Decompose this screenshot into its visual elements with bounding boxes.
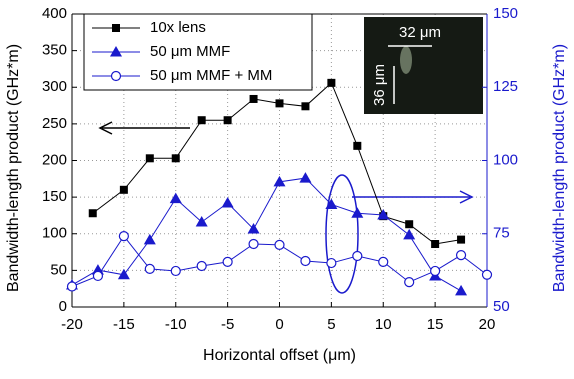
marker — [249, 94, 258, 103]
x-tick-label: 5 — [327, 316, 335, 333]
y2-tick-label: 100 — [493, 151, 518, 168]
annotation: 36 μm — [371, 64, 388, 106]
marker — [88, 209, 97, 218]
marker — [248, 238, 259, 250]
x-tick-label: 10 — [375, 316, 392, 333]
marker — [247, 223, 260, 234]
y-tick-label: 200 — [42, 151, 67, 168]
marker — [377, 208, 390, 220]
marker — [171, 154, 180, 163]
x-tick-label: 15 — [427, 316, 444, 333]
marker — [66, 281, 78, 292]
legend-marker — [110, 70, 122, 82]
marker — [457, 235, 466, 244]
marker — [145, 154, 154, 163]
marker — [430, 265, 441, 277]
legend-label: 50 μm MMF + MM — [150, 67, 272, 84]
marker — [404, 276, 415, 288]
legend-marker — [112, 24, 120, 32]
marker — [352, 250, 363, 262]
marker — [275, 99, 284, 108]
marker — [169, 192, 182, 204]
inset-spot — [400, 46, 412, 74]
marker — [301, 102, 310, 111]
marker — [92, 270, 104, 282]
y-tick-label: 300 — [42, 78, 67, 95]
marker — [223, 116, 232, 125]
marker — [403, 228, 416, 240]
y2-tick-label: 125 — [493, 78, 518, 95]
annotation: 32 μm — [399, 24, 441, 41]
marker — [117, 268, 130, 280]
legend-label: 50 μm MMF — [150, 43, 230, 60]
marker — [299, 172, 312, 183]
y-tick-label: 150 — [42, 188, 67, 205]
marker — [170, 265, 181, 277]
marker — [481, 269, 493, 280]
y-tick-label: 50 — [50, 261, 67, 278]
marker — [195, 216, 208, 227]
marker — [118, 230, 129, 242]
y-tick-label: 100 — [42, 225, 67, 242]
x-tick-label: 0 — [275, 316, 283, 333]
y2-tick-label: 150 — [493, 5, 518, 22]
marker — [455, 250, 467, 261]
marker — [326, 257, 337, 269]
y-tick-label: 400 — [42, 5, 67, 22]
marker — [325, 198, 338, 209]
x-axis-label: Horizontal offset (μm) — [203, 347, 356, 364]
marker — [144, 263, 155, 275]
x-tick-label: -20 — [61, 316, 83, 333]
marker — [351, 207, 364, 218]
x-tick-label: 20 — [479, 316, 496, 333]
marker — [222, 256, 233, 267]
marker — [431, 240, 440, 249]
marker — [119, 185, 128, 194]
marker — [378, 256, 389, 267]
x-tick-label: -10 — [165, 316, 187, 333]
y2-axis-label: Bandwidth-length product (GHz*m) — [551, 44, 568, 292]
y-tick-label: 0 — [59, 298, 67, 315]
y-tick-label: 350 — [42, 42, 67, 59]
marker — [143, 233, 156, 245]
inset-image — [364, 17, 483, 114]
marker — [274, 239, 285, 250]
y-axis-label: Bandwidth-length product (GHz*m) — [5, 44, 22, 292]
y2-tick-label: 50 — [493, 298, 510, 315]
marker — [196, 260, 207, 272]
legend-label: 10x lens — [150, 19, 206, 36]
axis-arrow-head — [98, 121, 113, 135]
marker — [273, 175, 286, 187]
series-line — [71, 177, 462, 292]
x-tick-label: -15 — [113, 316, 135, 333]
highlight-ellipse — [325, 174, 359, 294]
marker — [455, 284, 468, 296]
marker — [327, 78, 336, 87]
y2-tick-label: 75 — [493, 225, 510, 242]
marker — [197, 116, 206, 125]
marker — [221, 196, 234, 208]
axis-arrow-head — [459, 190, 474, 204]
marker — [353, 141, 362, 150]
marker — [405, 220, 414, 229]
legend-marker — [110, 46, 122, 57]
y-tick-label: 250 — [42, 115, 67, 132]
x-tick-label: -5 — [221, 316, 234, 333]
marker — [300, 255, 311, 267]
